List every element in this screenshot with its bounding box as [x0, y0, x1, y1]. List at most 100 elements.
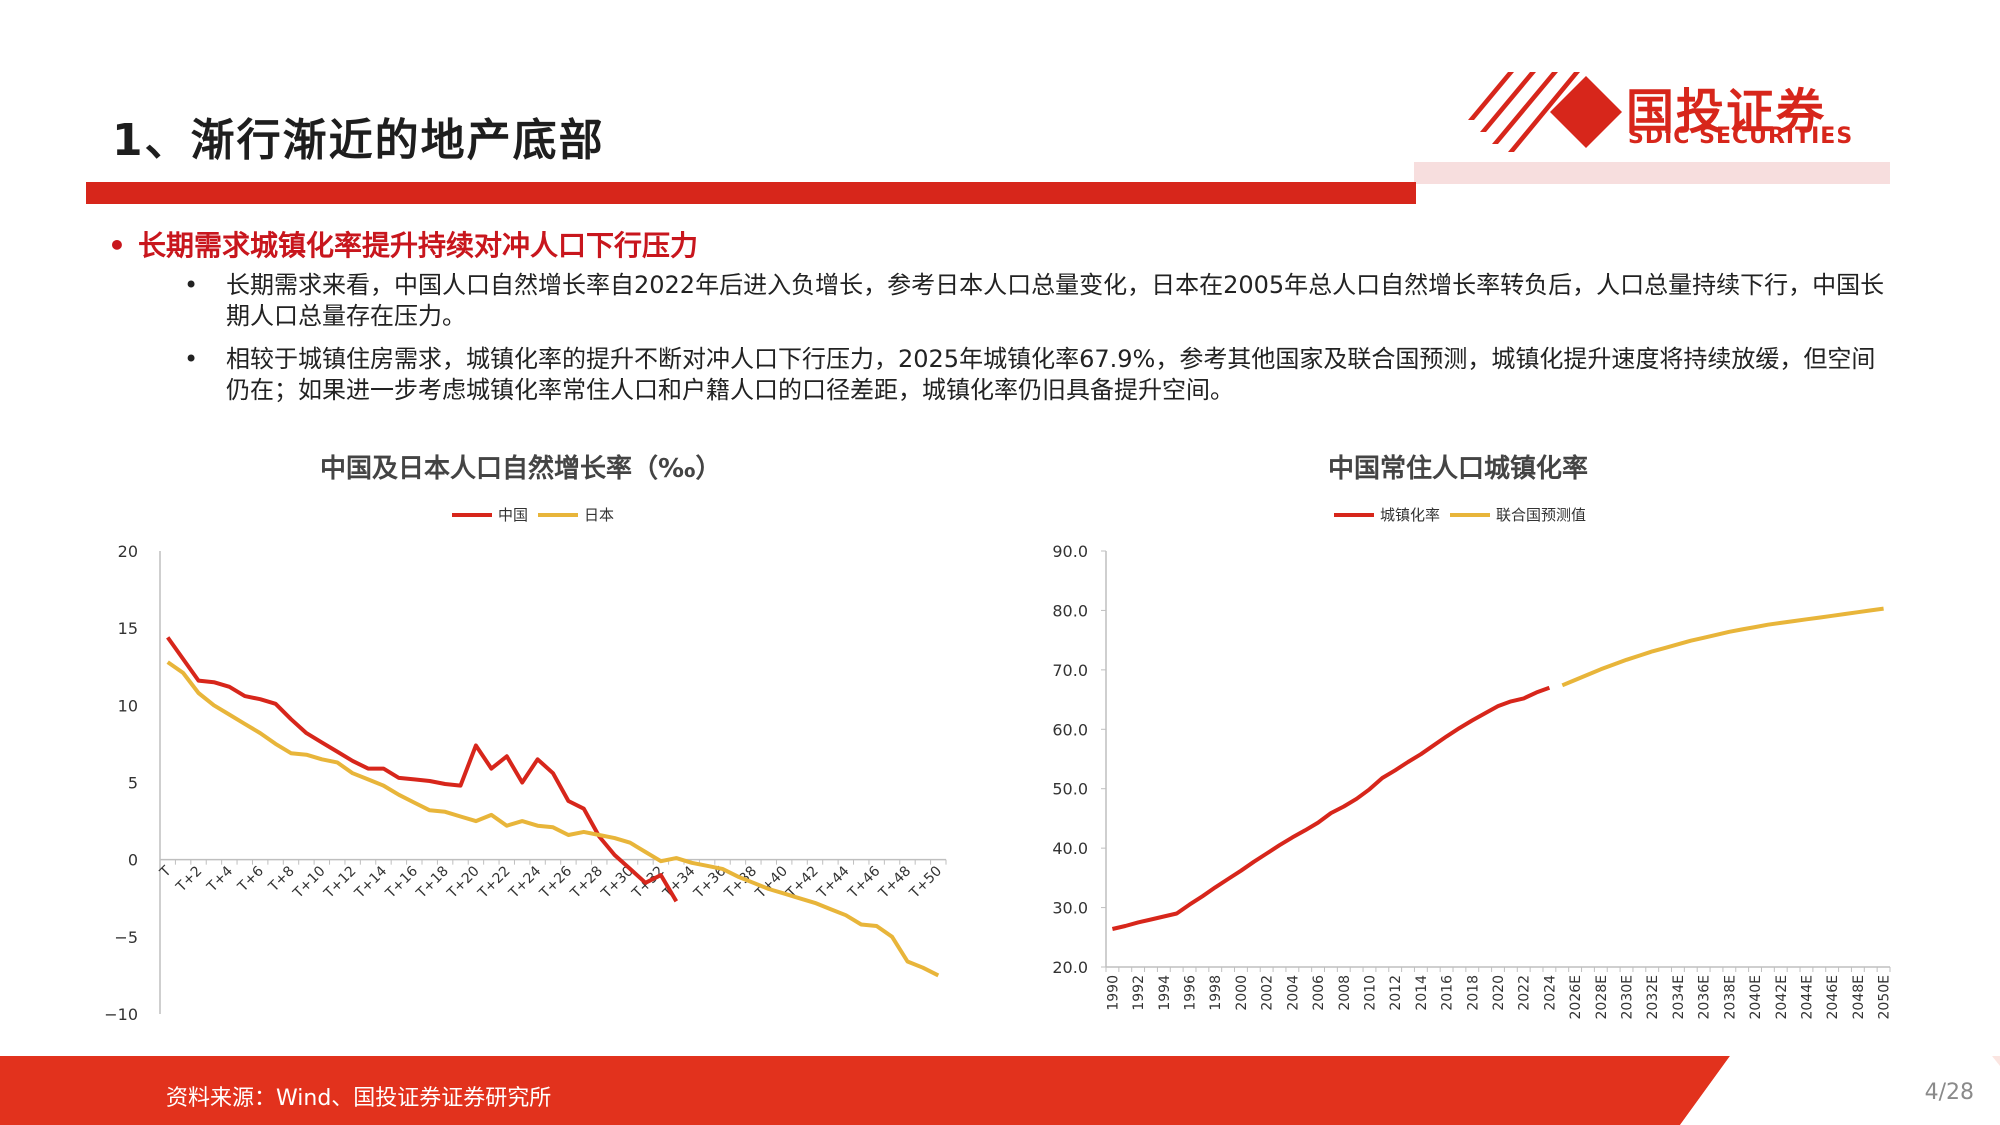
x-tick-label: 2020 [1491, 975, 1507, 1011]
x-tick-label: 2018 [1465, 975, 1481, 1011]
legend-swatch [1450, 512, 1491, 517]
y-tick-label: 5 [128, 774, 138, 793]
x-tick-label: T+6 [234, 863, 267, 896]
chart-legend-urbanization: 城镇化率 联合国预测值 [1334, 504, 1596, 525]
x-tick-label: T+18 [413, 863, 452, 902]
x-tick-label: 2022 [1517, 975, 1533, 1011]
x-tick-label: T [156, 863, 174, 881]
page-number: 4/28 [1924, 1080, 1974, 1105]
y-tick-label: 10 [118, 696, 138, 715]
series-line-日本 [166, 660, 940, 978]
x-tick-label: 2024 [1542, 975, 1558, 1011]
y-tick-label: 20.0 [1052, 958, 1088, 977]
x-tick-label: 1992 [1131, 975, 1147, 1011]
legend-item: 联合国预测值 [1450, 504, 1586, 525]
chart-legend-population: 中国 日本 [452, 504, 624, 525]
x-tick-label: 2028E [1594, 975, 1610, 1019]
x-tick-label: 2016 [1440, 975, 1456, 1011]
x-tick-label: 2034E [1671, 975, 1687, 1019]
x-tick-label: 2042E [1774, 975, 1790, 1019]
section-heading: • 长期需求城镇化率提升持续对冲人口下行压力 [108, 224, 698, 264]
x-tick-label: T+24 [505, 863, 544, 902]
legend-item: 城镇化率 [1334, 504, 1440, 525]
legend-swatch [538, 512, 579, 517]
chart-title-population: 中国及日本人口自然增长率（‰） [320, 454, 722, 484]
urbanization-rate-chart: 90.0 80.0 70.0 60.0 50.0 40.0 30.0 20.0 1990 1992… [1052, 542, 1893, 1019]
y-tick-label: −5 [114, 928, 138, 947]
x-tick-label: 2036E [1697, 975, 1713, 1019]
y-tick-label: −10 [104, 1005, 138, 1024]
bullet-dot: • [184, 271, 199, 299]
x-tick-label: T+14 [351, 863, 390, 902]
company-logo [1468, 72, 1622, 152]
x-tick-label: T+26 [536, 863, 575, 902]
header-pink-band [1414, 162, 1890, 184]
y-tick-label: 50.0 [1052, 780, 1088, 799]
x-tick-label: 2030E [1620, 975, 1636, 1019]
bullet-dot: • [184, 345, 199, 373]
population-growth-chart: 20151050−5−10TT+2T+4T+6T+8T+10T+12T+14T+… [104, 542, 947, 1024]
x-tick-label: T+12 [321, 863, 360, 902]
section-heading-text: 长期需求城镇化率提升持续对冲人口下行压力 [138, 229, 699, 262]
x-tick-label: 2050E [1877, 975, 1893, 1019]
y-tick-label: 15 [118, 619, 138, 638]
x-tick-label: T+50 [906, 863, 945, 902]
x-tick-label: 2000 [1234, 975, 1250, 1011]
legend-swatch [1334, 512, 1374, 517]
legend-label: 联合国预测值 [1496, 506, 1587, 524]
series-line-城镇化率 [1111, 685, 1551, 931]
x-tick-label: 2032E [1645, 975, 1661, 1019]
x-tick-label: T+48 [875, 863, 914, 902]
x-tick-label: 1990 [1105, 975, 1121, 1011]
y-tick-label: 90.0 [1052, 542, 1088, 561]
x-tick-label: T+10 [290, 863, 329, 902]
x-tick-label: T+28 [567, 863, 606, 902]
x-tick-label: 2026E [1568, 975, 1584, 1019]
x-tick-label: 2002 [1260, 975, 1276, 1011]
chart-title-urbanization: 中国常住人口城镇化率 [1328, 454, 1589, 484]
x-tick-label: T+46 [845, 863, 884, 902]
x-tick-label: 2006 [1311, 975, 1327, 1011]
x-tick-label: 2008 [1337, 975, 1353, 1011]
y-tick-label: 40.0 [1052, 839, 1088, 858]
footer-band [0, 1056, 2000, 1125]
legend-item: 中国 [452, 504, 528, 525]
page-title: 1、渐行渐近的地产底部 [112, 115, 605, 166]
source-note: 资料来源：Wind、国投证券证券研究所 [166, 1086, 552, 1111]
y-tick-label: 20 [118, 542, 138, 561]
x-tick-label: 2046E [1825, 975, 1841, 1019]
logo-text-cn: 国投证券 [1626, 84, 1827, 140]
x-tick-label: T+2 [173, 863, 206, 896]
legend-label: 日本 [584, 506, 615, 524]
x-tick-label: T+44 [814, 863, 853, 902]
x-tick-label: T+20 [444, 863, 483, 902]
header-red-bar [86, 182, 1416, 204]
x-tick-label: T+16 [382, 863, 421, 902]
x-tick-label: T+4 [204, 863, 237, 896]
logo-text-en: SDIC SECURITIES [1628, 124, 1854, 149]
bullet-item: • 相较于城镇住房需求，城镇化率的提升不断对冲人口下行压力，2025年城镇化率6… [184, 344, 1896, 406]
x-tick-label: 2044E [1799, 975, 1815, 1019]
x-tick-label: 2048E [1851, 975, 1867, 1019]
y-tick-label: 30.0 [1052, 899, 1088, 918]
x-tick-label: 1996 [1183, 975, 1199, 1011]
legend-item: 日本 [538, 504, 614, 525]
x-tick-label: 2040E [1748, 975, 1764, 1019]
bullet-text: 相较于城镇住房需求，城镇化率的提升不断对冲人口下行压力，2025年城镇化率67.… [226, 345, 1876, 404]
y-tick-label: 70.0 [1052, 661, 1088, 680]
x-tick-label: 2014 [1414, 975, 1430, 1011]
y-tick-label: 60.0 [1052, 720, 1088, 739]
legend-label: 城镇化率 [1380, 506, 1441, 524]
x-tick-label: 1994 [1157, 975, 1173, 1011]
y-tick-label: 80.0 [1052, 601, 1088, 620]
series-line-中国 [166, 636, 679, 903]
legend-swatch [452, 512, 492, 517]
x-tick-label: 2010 [1362, 975, 1378, 1011]
heading-bullet: • [108, 229, 126, 262]
bullet-item: • 长期需求来看，中国人口自然增长率自2022年后进入负增长，参考日本人口总量变… [184, 270, 1896, 332]
bullet-text: 长期需求来看，中国人口自然增长率自2022年后进入负增长，参考日本人口总量变化，… [226, 271, 1885, 330]
legend-label: 中国 [498, 506, 529, 524]
series-line-联合国预测值 [1561, 606, 1884, 688]
x-tick-label: 2038E [1722, 975, 1738, 1019]
y-tick-label: 0 [128, 851, 138, 870]
